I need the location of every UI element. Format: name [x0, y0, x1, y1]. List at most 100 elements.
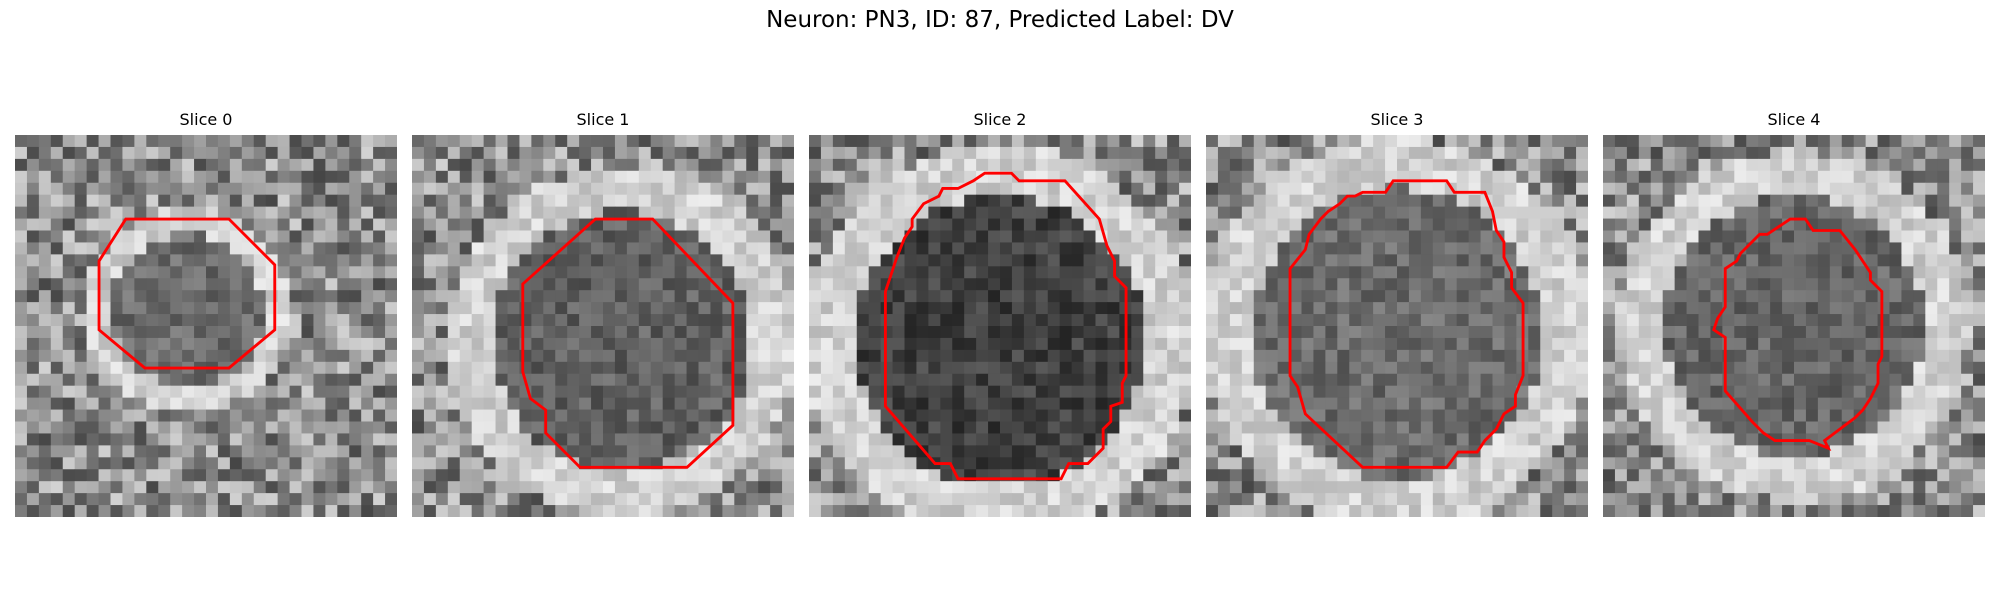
image-pixel [1012, 254, 1024, 266]
image-pixel [1278, 254, 1290, 266]
image-pixel [1901, 135, 1913, 147]
image-pixel [857, 398, 869, 410]
image-pixel [1481, 302, 1493, 314]
image-pixel [1663, 147, 1675, 159]
image-pixel [687, 183, 699, 195]
image-pixel [1361, 302, 1373, 314]
image-pixel [1925, 278, 1937, 290]
image-pixel [782, 171, 794, 183]
image-pixel [1373, 469, 1385, 481]
image-pixel [952, 350, 964, 362]
image-pixel [1687, 219, 1699, 231]
image-pixel [928, 362, 940, 374]
image-pixel [1373, 171, 1385, 183]
image-pixel [1913, 338, 1925, 350]
image-pixel [567, 147, 579, 159]
image-pixel [952, 135, 964, 147]
image-pixel [313, 398, 325, 410]
image-pixel [278, 302, 290, 314]
image-pixel [1687, 350, 1699, 362]
image-pixel [1290, 481, 1302, 493]
image-pixel [1722, 159, 1734, 171]
image-pixel [615, 183, 627, 195]
image-pixel [230, 422, 242, 434]
image-pixel [833, 302, 845, 314]
image-pixel [881, 469, 893, 481]
image-pixel [603, 171, 615, 183]
image-pixel [531, 326, 543, 338]
image-pixel [1901, 398, 1913, 410]
image-pixel [27, 314, 39, 326]
image-pixel [1266, 422, 1278, 434]
image-pixel [313, 242, 325, 254]
image-pixel [734, 302, 746, 314]
image-pixel [1337, 505, 1349, 517]
image-pixel [373, 231, 385, 243]
image-pixel [1818, 338, 1830, 350]
image-pixel [1072, 374, 1084, 386]
image-pixel [75, 398, 87, 410]
image-pixel [1096, 195, 1108, 207]
image-pixel [1421, 195, 1433, 207]
image-pixel [337, 302, 349, 314]
image-pixel [436, 505, 448, 517]
image-pixel [448, 302, 460, 314]
image-pixel [51, 278, 63, 290]
image-pixel [1552, 350, 1564, 362]
image-pixel [1651, 457, 1663, 469]
image-pixel [460, 493, 472, 505]
image-pixel [1937, 219, 1949, 231]
image-pixel [424, 147, 436, 159]
image-pixel [809, 457, 821, 469]
image-pixel [1794, 195, 1806, 207]
image-pixel [27, 195, 39, 207]
image-pixel [1913, 326, 1925, 338]
image-pixel [1206, 398, 1218, 410]
image-pixel [484, 135, 496, 147]
image-pixel [242, 195, 254, 207]
image-pixel [1254, 350, 1266, 362]
image-pixel [1349, 135, 1361, 147]
image-pixel [122, 362, 134, 374]
image-pixel [1627, 422, 1639, 434]
image-pixel [302, 457, 314, 469]
image-pixel [710, 242, 722, 254]
image-pixel [1493, 445, 1505, 457]
image-pixel [1218, 374, 1230, 386]
image-pixel [448, 422, 460, 434]
image-pixel [782, 505, 794, 517]
image-pixel [770, 362, 782, 374]
image-pixel [134, 242, 146, 254]
image-pixel [675, 135, 687, 147]
image-pixel [39, 147, 51, 159]
image-pixel [496, 374, 508, 386]
image-pixel [302, 386, 314, 398]
image-pixel [1758, 398, 1770, 410]
image-pixel [496, 147, 508, 159]
image-pixel [87, 505, 99, 517]
image-pixel [1349, 207, 1361, 219]
image-pixel [230, 457, 242, 469]
image-pixel [1469, 219, 1481, 231]
image-pixel [603, 302, 615, 314]
image-pixel [770, 266, 782, 278]
image-pixel [1675, 457, 1687, 469]
image-pixel [1167, 362, 1179, 374]
image-pixel [1504, 302, 1516, 314]
image-pixel [1206, 410, 1218, 422]
image-pixel [508, 374, 520, 386]
image-pixel [1397, 410, 1409, 422]
image-pixel [460, 147, 472, 159]
image-pixel [1782, 374, 1794, 386]
image-pixel [1564, 266, 1576, 278]
image-pixel [1242, 469, 1254, 481]
image-pixel [1481, 266, 1493, 278]
image-pixel [869, 422, 881, 434]
image-pixel [893, 147, 905, 159]
image-pixel [1179, 159, 1191, 171]
image-pixel [1060, 433, 1072, 445]
image-pixel [1290, 422, 1302, 434]
image-pixel [325, 302, 337, 314]
image-pixel [1024, 350, 1036, 362]
image-pixel [1481, 159, 1493, 171]
